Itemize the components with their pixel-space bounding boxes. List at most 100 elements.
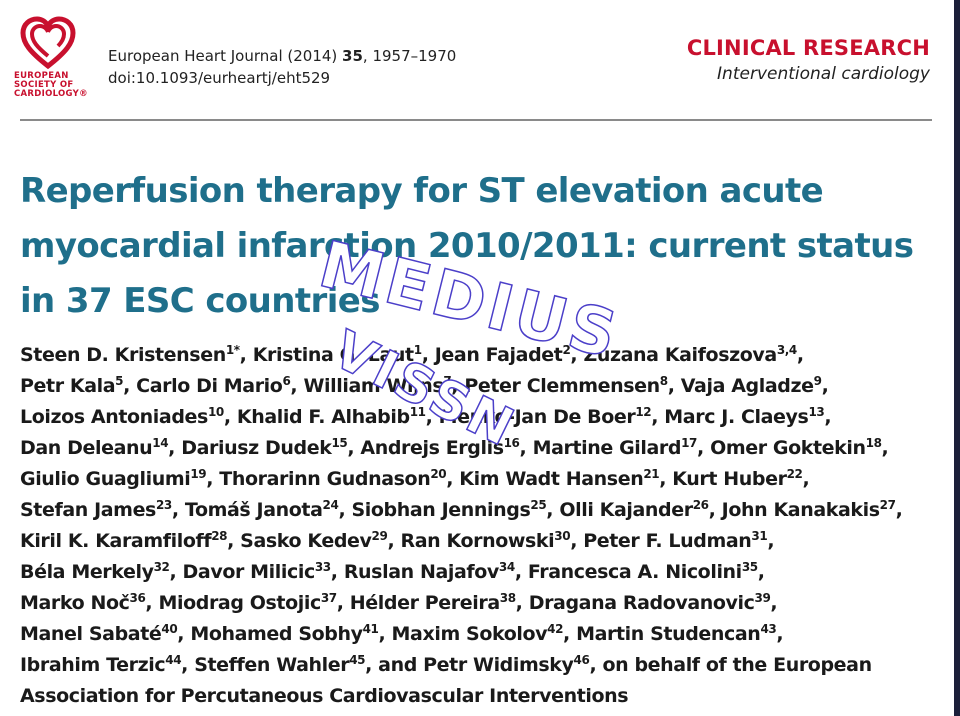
affiliation-marker[interactable]: 7 (443, 374, 452, 388)
author-name: Tomáš Janota (184, 499, 323, 521)
author-name: Omer Goktekin (710, 437, 866, 459)
affiliation-marker[interactable]: 23 (155, 498, 172, 512)
affiliation-marker[interactable]: 3,4 (776, 343, 797, 357)
author-line: Petr Kala5, Carlo Di Mario6, William Wij… (20, 374, 829, 397)
journal-volume: 35 (342, 47, 363, 65)
author-name: Siobhan Jennings (351, 499, 531, 521)
affiliation-marker[interactable]: 32 (153, 560, 170, 574)
author-name: Menko-Jan De Boer (438, 406, 636, 428)
author-line: Loizos Antoniades10, Khalid F. Alhabib11… (20, 405, 832, 428)
affiliation-marker[interactable]: 15 (331, 436, 348, 450)
author-name: Petr Kala (20, 375, 116, 397)
article-title: Reperfusion therapy for ST elevation acu… (20, 171, 914, 321)
author-name: Khalid F. Alhabib (236, 406, 410, 428)
author-name: Ibrahim Terzic (20, 654, 166, 676)
affiliation-marker[interactable]: 21 (643, 467, 660, 481)
affiliation-marker[interactable]: 18 (865, 436, 882, 450)
affiliation-marker[interactable]: 26 (692, 498, 709, 512)
affiliation-marker[interactable]: 39 (754, 591, 771, 605)
author-line: Dan Deleanu14, Dariusz Dudek15, Andrejs … (20, 436, 889, 459)
doi[interactable]: doi:10.1093/eurheartj/eht529 (108, 69, 331, 87)
section-heading: CLINICAL RESEARCH Interventional cardiol… (687, 36, 930, 84)
affiliation-marker[interactable]: 20 (430, 467, 447, 481)
affiliation-marker[interactable]: 22 (786, 467, 803, 481)
affiliation-marker[interactable]: 37 (320, 591, 337, 605)
author-name: Zuzana Kaifoszova (583, 344, 777, 366)
author-name: Mohamed Sobhy (190, 623, 363, 645)
author-name: Ruslan Najafov (343, 561, 500, 583)
author-name: Giulio Guagliumi (20, 468, 191, 490)
affiliation-marker[interactable]: 13 (808, 405, 825, 419)
affiliation-marker[interactable]: 44 (165, 653, 182, 667)
journal-name: European Heart Journal (2014) (108, 47, 343, 65)
affiliation-marker[interactable]: 16 (503, 436, 520, 450)
affiliation-marker[interactable]: 41 (362, 622, 379, 636)
affiliation-marker[interactable]: 35 (741, 560, 758, 574)
author-name: Davor Milicic (182, 561, 316, 583)
affiliation-marker[interactable]: 17 (681, 436, 698, 450)
author-name: Peter Clemmensen (464, 375, 660, 397)
author-line: Giulio Guagliumi19, Thorarinn Gudnason20… (20, 467, 810, 490)
author-name: Dan Deleanu (20, 437, 153, 459)
affiliation-marker[interactable]: 9 (813, 374, 822, 388)
right-edge-bar (954, 0, 960, 716)
affiliation-marker[interactable]: 1 (413, 343, 422, 357)
author-name: Béla Merkely (20, 561, 154, 583)
author-name: Martine Gilard (532, 437, 682, 459)
affiliation-marker[interactable]: 29 (371, 529, 388, 543)
author-name: Dragana Radovanovic (528, 592, 755, 614)
author-name: Marc J. Claeys (664, 406, 809, 428)
author-name: Francesca A. Nicolini (527, 561, 742, 583)
affiliation-marker[interactable]: 46 (573, 653, 590, 667)
affiliation-marker[interactable]: 31 (751, 529, 768, 543)
affiliation-marker[interactable]: 28 (211, 529, 228, 543)
author-name: William Wijns (303, 375, 444, 397)
header-divider (20, 119, 932, 121)
author-name: Hélder Pereira (349, 592, 500, 614)
affiliation-marker[interactable]: 25 (530, 498, 547, 512)
affiliation-marker[interactable]: 6 (282, 374, 291, 388)
author-name: Andrejs Erglis (360, 437, 504, 459)
logo-text-line: SOCIETY OF (14, 80, 74, 90)
author-line: Stefan James23, Tomáš Janota24, Siobhan … (20, 498, 903, 521)
author-name: Kim Wadt Hansen (459, 468, 644, 490)
affiliation-marker[interactable]: 36 (129, 591, 146, 605)
affiliation-marker[interactable]: 1* (225, 343, 240, 357)
affiliation-marker[interactable]: 8 (659, 374, 668, 388)
author-line: Steen D. Kristensen1*, Kristina G. Laut1… (20, 343, 804, 366)
author-line: Marko Noč36, Miodrag Ostojic37, Hélder P… (20, 591, 778, 614)
affiliation-marker[interactable]: 34 (498, 560, 515, 574)
author-name: Kiril K. Karamfiloff (20, 530, 212, 552)
affiliation-marker[interactable]: 45 (349, 653, 366, 667)
author-name: Miodrag Ostojic (158, 592, 321, 614)
author-name: Manel Sabaté (20, 623, 162, 645)
citation: European Heart Journal (2014) 35, 1957–1… (108, 45, 456, 89)
affiliation-marker[interactable]: 43 (760, 622, 777, 636)
author-name: Kurt Huber (672, 468, 787, 490)
affiliation-marker[interactable]: 11 (409, 405, 426, 419)
author-name: Martin Studencan (576, 623, 761, 645)
affiliation-marker[interactable]: 24 (322, 498, 339, 512)
affiliation-marker[interactable]: 5 (115, 374, 124, 388)
affiliation-marker[interactable]: 33 (314, 560, 331, 574)
author-line: Ibrahim Terzic44, Steffen Wahler45, and … (20, 653, 872, 676)
author-line: Association for Percutaneous Cardiovascu… (20, 681, 950, 712)
affiliation-marker[interactable]: 19 (190, 467, 207, 481)
affiliation-marker[interactable]: 40 (161, 622, 178, 636)
affiliation-marker[interactable]: 10 (207, 405, 224, 419)
author-name: Marko Noč (20, 592, 130, 614)
affiliation-marker[interactable]: 2 (562, 343, 571, 357)
esc-logo: EUROPEAN SOCIETY OF CARDIOLOGY® (14, 16, 88, 99)
author-name: Thorarinn Gudnason (219, 468, 431, 490)
affiliation-marker[interactable]: 12 (635, 405, 652, 419)
author-name: Jean Fajadet (434, 344, 563, 366)
author-name: Steffen Wahler (194, 654, 350, 676)
author-name: Olli Kajander (559, 499, 693, 521)
author-name: Sasko Kedev (240, 530, 372, 552)
affiliation-marker[interactable]: 30 (554, 529, 571, 543)
author-line: Béla Merkely32, Davor Milicic33, Ruslan … (20, 560, 765, 583)
affiliation-marker[interactable]: 42 (547, 622, 564, 636)
affiliation-marker[interactable]: 38 (499, 591, 516, 605)
affiliation-marker[interactable]: 14 (152, 436, 169, 450)
affiliation-marker[interactable]: 27 (879, 498, 896, 512)
